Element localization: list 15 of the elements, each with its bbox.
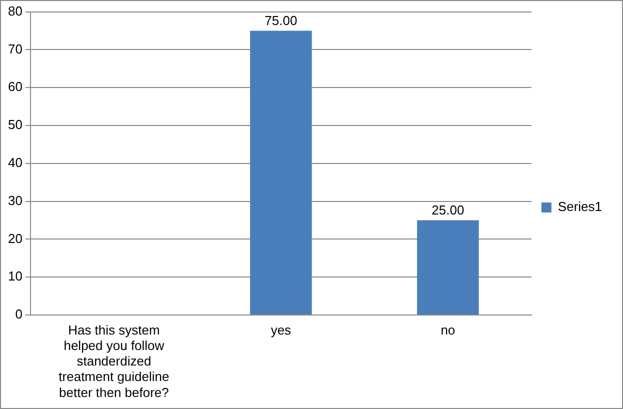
legend-label: Series1 [558,199,602,214]
y-tick-label: 20 [8,230,22,246]
x-tick-label: Has this system helped you follow standerdized treatment guideline better then before? [58,322,170,400]
y-tick-label: 30 [8,192,22,208]
y-tick-label: 0 [15,306,22,322]
y-tick-label: 40 [8,154,22,170]
y-tick-label: 70 [8,41,22,56]
y-tick-label: 10 [8,268,22,284]
x-tick-label: no [440,322,456,338]
data-label: 75.00 [264,12,298,28]
y-tick-label: 80 [8,3,22,18]
y-tick-label: 50 [8,117,22,132]
y-tick-label: 60 [8,79,22,94]
x-tick-label: yes [270,322,292,338]
data-label: 25.00 [432,202,464,218]
